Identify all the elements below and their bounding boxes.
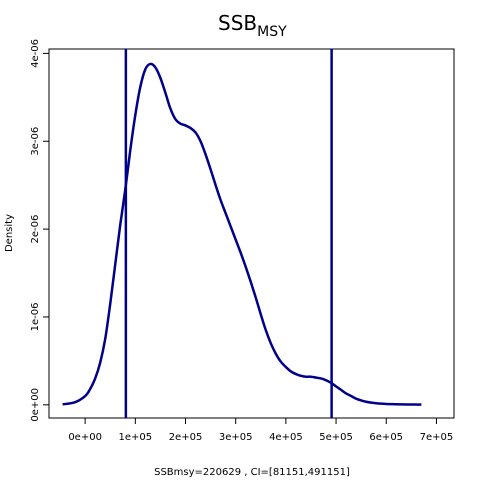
chart-title-subscript: MSY: [257, 24, 287, 40]
plot-frame: [48, 48, 455, 419]
x-tick-label: 0e+00: [68, 432, 102, 443]
y-tick-label: 2e-06: [30, 215, 41, 244]
y-tick-label: 1e-06: [30, 303, 41, 332]
x-axis-label: SSBmsy=220629 , CI=[81151,491151]: [154, 467, 350, 478]
x-tick-label: 2e+05: [169, 432, 203, 443]
y-axis-label: Density: [4, 214, 15, 252]
x-tick-label: 4e+05: [269, 432, 303, 443]
chart-title-main: SSB: [218, 11, 257, 35]
x-tick-label: 7e+05: [420, 432, 454, 443]
x-axis: 0e+00 1e+05 2e+05 3e+05 4e+05 5e+05 6e+05 7e+05: [68, 418, 453, 443]
y-tick-label: 3e-06: [30, 127, 41, 156]
density-line: [62, 62, 422, 406]
x-tick-label: 6e+05: [369, 432, 403, 443]
plot-area: [62, 49, 422, 418]
x-tick-label: 3e+05: [219, 432, 253, 443]
y-tick-label: 0e+00: [30, 388, 41, 422]
y-tick-label: 4e-06: [30, 39, 41, 68]
x-tick-label: 5e+05: [319, 432, 353, 443]
x-tick-label: 1e+05: [119, 432, 153, 443]
y-axis: 0e+00 1e-06 2e-06 3e-06 4e-06: [30, 39, 49, 422]
chart-title: SSBMSY: [218, 11, 287, 40]
